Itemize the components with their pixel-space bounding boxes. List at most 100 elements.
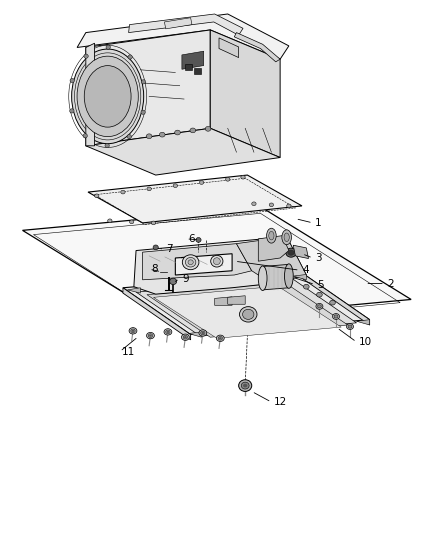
Ellipse shape <box>95 194 99 198</box>
Ellipse shape <box>190 128 196 133</box>
Ellipse shape <box>84 66 131 127</box>
Ellipse shape <box>70 78 74 83</box>
Text: 5: 5 <box>317 280 324 289</box>
Ellipse shape <box>173 184 177 188</box>
Ellipse shape <box>128 55 132 59</box>
Ellipse shape <box>317 292 322 297</box>
Ellipse shape <box>243 384 247 387</box>
Ellipse shape <box>252 202 256 206</box>
Ellipse shape <box>72 49 144 144</box>
Ellipse shape <box>166 331 169 333</box>
Ellipse shape <box>188 260 193 265</box>
Ellipse shape <box>196 238 201 243</box>
Ellipse shape <box>219 337 222 340</box>
Text: 8: 8 <box>151 264 158 274</box>
Ellipse shape <box>334 315 338 318</box>
Ellipse shape <box>147 187 151 191</box>
Ellipse shape <box>287 204 291 208</box>
Text: 3: 3 <box>315 253 321 263</box>
Ellipse shape <box>318 305 321 308</box>
Text: 7: 7 <box>166 245 173 254</box>
Ellipse shape <box>239 379 252 391</box>
Ellipse shape <box>218 336 223 340</box>
Polygon shape <box>175 254 232 275</box>
Ellipse shape <box>149 335 152 337</box>
Ellipse shape <box>304 284 309 289</box>
Ellipse shape <box>205 126 211 131</box>
Ellipse shape <box>141 110 145 115</box>
Ellipse shape <box>181 334 189 341</box>
Ellipse shape <box>129 328 137 334</box>
Ellipse shape <box>77 56 138 136</box>
Ellipse shape <box>258 266 267 290</box>
Polygon shape <box>293 274 306 280</box>
Polygon shape <box>153 286 341 338</box>
Ellipse shape <box>183 335 187 339</box>
Ellipse shape <box>241 175 245 179</box>
FancyBboxPatch shape <box>194 68 201 74</box>
Polygon shape <box>164 18 192 29</box>
Polygon shape <box>219 38 239 58</box>
Polygon shape <box>188 332 201 337</box>
Ellipse shape <box>282 230 291 245</box>
Text: 10: 10 <box>359 337 372 347</box>
Ellipse shape <box>108 219 112 223</box>
Ellipse shape <box>226 177 230 181</box>
Ellipse shape <box>241 382 249 389</box>
Ellipse shape <box>348 325 352 328</box>
Ellipse shape <box>184 336 187 338</box>
Polygon shape <box>77 14 289 59</box>
Ellipse shape <box>166 330 170 334</box>
Polygon shape <box>147 282 348 337</box>
Ellipse shape <box>185 257 196 267</box>
Ellipse shape <box>106 45 110 50</box>
Polygon shape <box>86 30 210 146</box>
Ellipse shape <box>201 331 205 335</box>
Ellipse shape <box>332 313 339 319</box>
Ellipse shape <box>216 335 224 342</box>
Ellipse shape <box>153 245 158 250</box>
Text: 12: 12 <box>274 397 287 407</box>
Polygon shape <box>293 245 308 259</box>
Ellipse shape <box>267 228 276 243</box>
Ellipse shape <box>316 303 323 309</box>
Polygon shape <box>86 128 280 175</box>
Polygon shape <box>228 296 245 304</box>
Ellipse shape <box>84 54 88 58</box>
Ellipse shape <box>147 333 154 339</box>
FancyBboxPatch shape <box>185 64 192 70</box>
Ellipse shape <box>182 255 199 270</box>
Polygon shape <box>134 237 306 294</box>
Text: 6: 6 <box>188 234 195 244</box>
Polygon shape <box>123 288 191 340</box>
Ellipse shape <box>201 332 204 334</box>
Ellipse shape <box>199 181 204 184</box>
Ellipse shape <box>83 134 88 138</box>
Text: 1: 1 <box>315 218 321 228</box>
Polygon shape <box>22 208 411 322</box>
Ellipse shape <box>148 334 152 337</box>
Ellipse shape <box>240 306 257 322</box>
Ellipse shape <box>211 255 223 267</box>
Ellipse shape <box>284 233 289 241</box>
Ellipse shape <box>151 221 155 225</box>
Polygon shape <box>215 297 232 305</box>
Text: 9: 9 <box>182 274 188 284</box>
Ellipse shape <box>213 258 220 265</box>
Ellipse shape <box>131 329 135 333</box>
Ellipse shape <box>269 231 274 240</box>
Ellipse shape <box>70 109 74 113</box>
Ellipse shape <box>199 330 207 336</box>
Ellipse shape <box>130 220 134 224</box>
Ellipse shape <box>285 264 293 288</box>
Polygon shape <box>210 30 280 158</box>
Polygon shape <box>129 14 243 35</box>
Polygon shape <box>234 33 280 62</box>
Text: 2: 2 <box>387 279 394 288</box>
Polygon shape <box>143 244 252 280</box>
Ellipse shape <box>286 248 296 257</box>
Ellipse shape <box>127 134 131 139</box>
Ellipse shape <box>346 324 353 329</box>
Ellipse shape <box>146 134 152 139</box>
Ellipse shape <box>170 278 177 285</box>
